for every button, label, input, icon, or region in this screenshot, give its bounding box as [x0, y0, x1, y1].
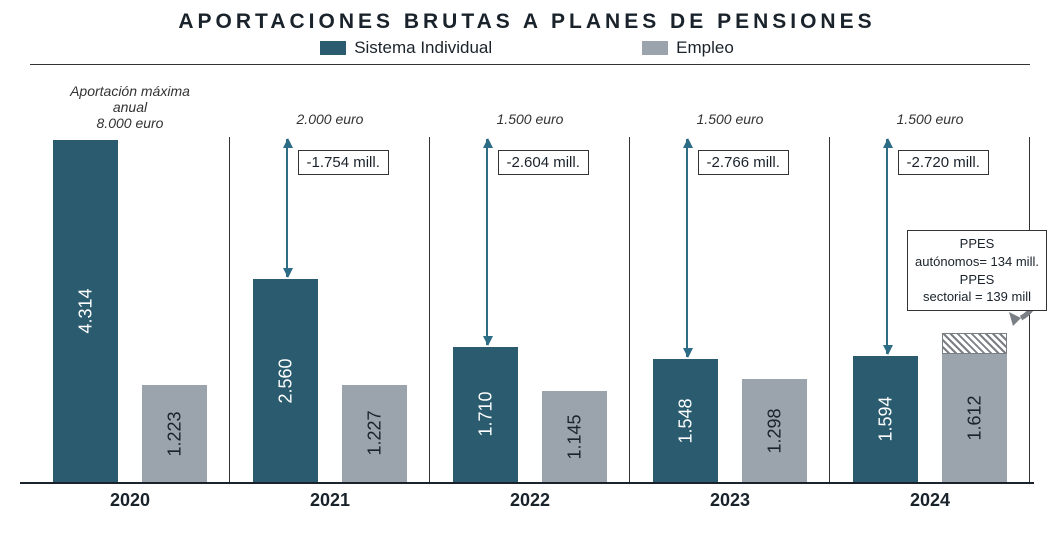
- max-contribution-label: 1.500 euro: [830, 111, 1030, 127]
- year-label: 2024: [830, 490, 1030, 511]
- year-group-2024: 1.500 euro1.5941.612-2.720 mill.PPESautó…: [830, 64, 1030, 482]
- delta-arrow-icon: [286, 139, 288, 277]
- year-group-2023: 1.500 euro 1.548 1.298 -2.766 mill.: [630, 64, 830, 482]
- delta-annotation: -2.766 mill.: [698, 150, 789, 175]
- bar-value-sistema-individual: 4.314: [75, 289, 96, 334]
- year-label: 2021: [230, 490, 430, 511]
- bar-value-empleo: 1.227: [364, 411, 385, 456]
- year-group-2022: 1.500 euro 1.710 1.145 -2.604 mill.: [430, 64, 630, 482]
- max-contribution-label: 2.000 euro: [230, 111, 430, 127]
- legend-label-empleo: Empleo: [676, 38, 734, 58]
- bar-value-sistema-individual: 1.594: [875, 396, 896, 441]
- x-axis-labels: 20202021202220232024: [20, 490, 1034, 511]
- delta-arrow-icon: [886, 139, 888, 354]
- delta-annotation: -2.720 mill.: [898, 150, 989, 175]
- bar-empleo: 1.612: [942, 354, 1007, 482]
- bar-value-empleo: 1.298: [764, 408, 785, 453]
- bar-empleo: 1.223: [142, 385, 207, 482]
- bar-value-empleo: 1.612: [964, 396, 985, 441]
- delta-arrow-icon: [686, 139, 688, 357]
- year-label: 2023: [630, 490, 830, 511]
- max-contribution-label: 1.500 euro: [630, 111, 830, 127]
- bar-value-sistema-individual: 1.710: [475, 392, 496, 437]
- chart-title: APORTACIONES BRUTAS A PLANES DE PENSIONE…: [20, 10, 1034, 34]
- delta-arrow-icon: [486, 139, 488, 344]
- max-contribution-label: 1.500 euro: [430, 111, 630, 127]
- bar-empleo: 1.298: [742, 379, 807, 482]
- legend-label-sistema-individual: Sistema Individual: [354, 38, 492, 58]
- max-contribution-label: Aportación máxima anual 8.000 euro: [50, 83, 210, 131]
- bar-value-empleo: 1.145: [564, 414, 585, 459]
- year-label: 2020: [30, 490, 230, 511]
- year-label: 2022: [430, 490, 630, 511]
- bar-value-empleo: 1.223: [164, 411, 185, 456]
- delta-annotation: -1.754 mill.: [298, 150, 389, 175]
- year-group-2021: 2.000 euro 2.560 1.227 -1.754 mill.: [230, 64, 430, 482]
- legend-swatch-sistema-individual: [320, 41, 346, 55]
- bar-sistema-individual: 4.314: [53, 140, 118, 482]
- bar-sistema-individual: 2.560: [253, 279, 318, 482]
- legend-swatch-empleo: [642, 41, 668, 55]
- bar-sistema-individual: 1.594: [853, 356, 918, 482]
- legend-item-sistema-individual: Sistema Individual: [320, 38, 492, 58]
- delta-annotation: -2.604 mill.: [498, 150, 589, 175]
- bar-value-sistema-individual: 1.548: [675, 398, 696, 443]
- bar-empleo-extra-segment: [942, 333, 1007, 355]
- legend-item-empleo: Empleo: [642, 38, 734, 58]
- bar-sistema-individual: 1.548: [653, 359, 718, 482]
- chart-container: APORTACIONES BRUTAS A PLANES DE PENSIONE…: [0, 0, 1054, 544]
- ppes-info-box: PPESautónomos= 134 mill.PPESsectorial = …: [907, 230, 1047, 310]
- legend: Sistema Individual Empleo: [20, 38, 1034, 58]
- bar-value-sistema-individual: 2.560: [275, 358, 296, 403]
- bar-empleo: 1.227: [342, 385, 407, 482]
- bar-sistema-individual: 1.710: [453, 347, 518, 483]
- plot-area: Aportación máxima anual 8.000 euro 4.314 1…: [20, 64, 1034, 484]
- bar-empleo: 1.145: [542, 391, 607, 482]
- year-group-2020: Aportación máxima anual 8.000 euro 4.314 1…: [30, 64, 230, 482]
